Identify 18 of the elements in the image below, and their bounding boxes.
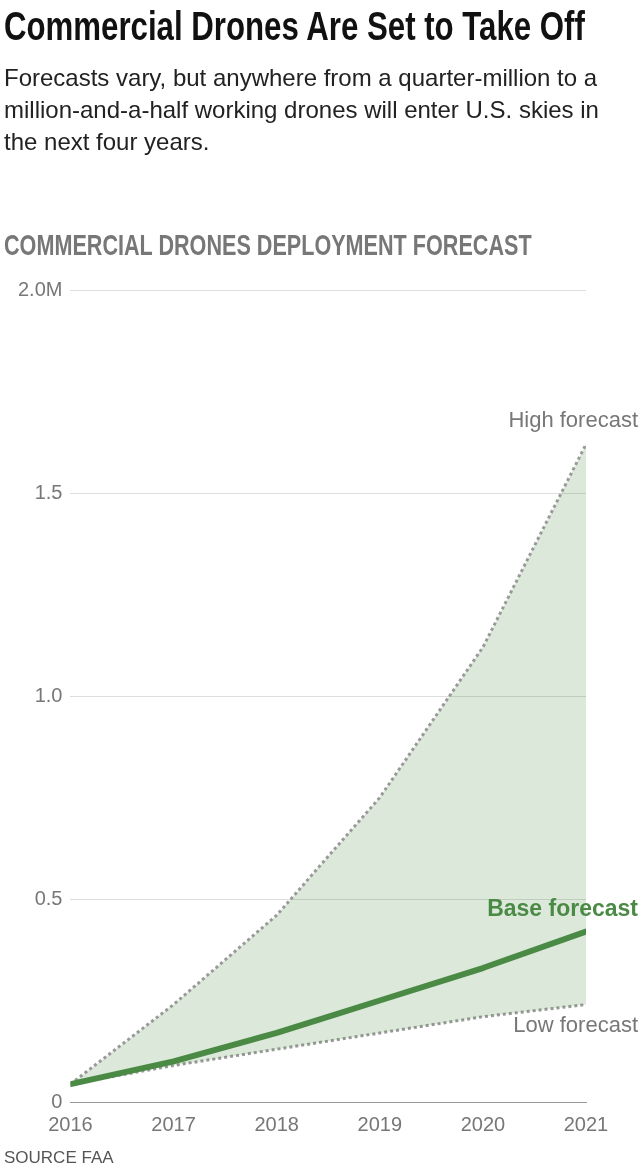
x-tick-label: 2021: [563, 1112, 609, 1135]
y-tick-label: 0: [51, 1089, 63, 1112]
source-note: SOURCE FAA: [4, 1148, 114, 1168]
x-tick-label: 2018: [254, 1112, 299, 1135]
x-tick-label: 2020: [460, 1112, 506, 1135]
y-tick-label: 1.5: [34, 480, 63, 503]
y-tick-label: 0.5: [34, 886, 63, 909]
x-tick-label: 2017: [151, 1112, 196, 1135]
series-label: Base forecast: [487, 895, 639, 922]
x-tick-label: 2016: [48, 1112, 93, 1135]
y-tick-label: 2.0M: [17, 277, 63, 300]
annotation: High forecast: [508, 407, 638, 433]
chart-title: Commercial Drones Are Set to Take Off: [4, 4, 585, 49]
x-tick-label: 2019: [357, 1112, 403, 1135]
text: COMMERCIAL DRONES DEPLOYMENT FORECAST: [4, 228, 532, 262]
y-tick-label: 1.0: [34, 683, 63, 706]
chart-subtitle: Forecasts vary, but anywhere from a quarter-million to a million-and-a-half working drones will enter U.S. skies in the next four years.: [4, 63, 600, 157]
annotation: Low forecast: [513, 1011, 638, 1037]
